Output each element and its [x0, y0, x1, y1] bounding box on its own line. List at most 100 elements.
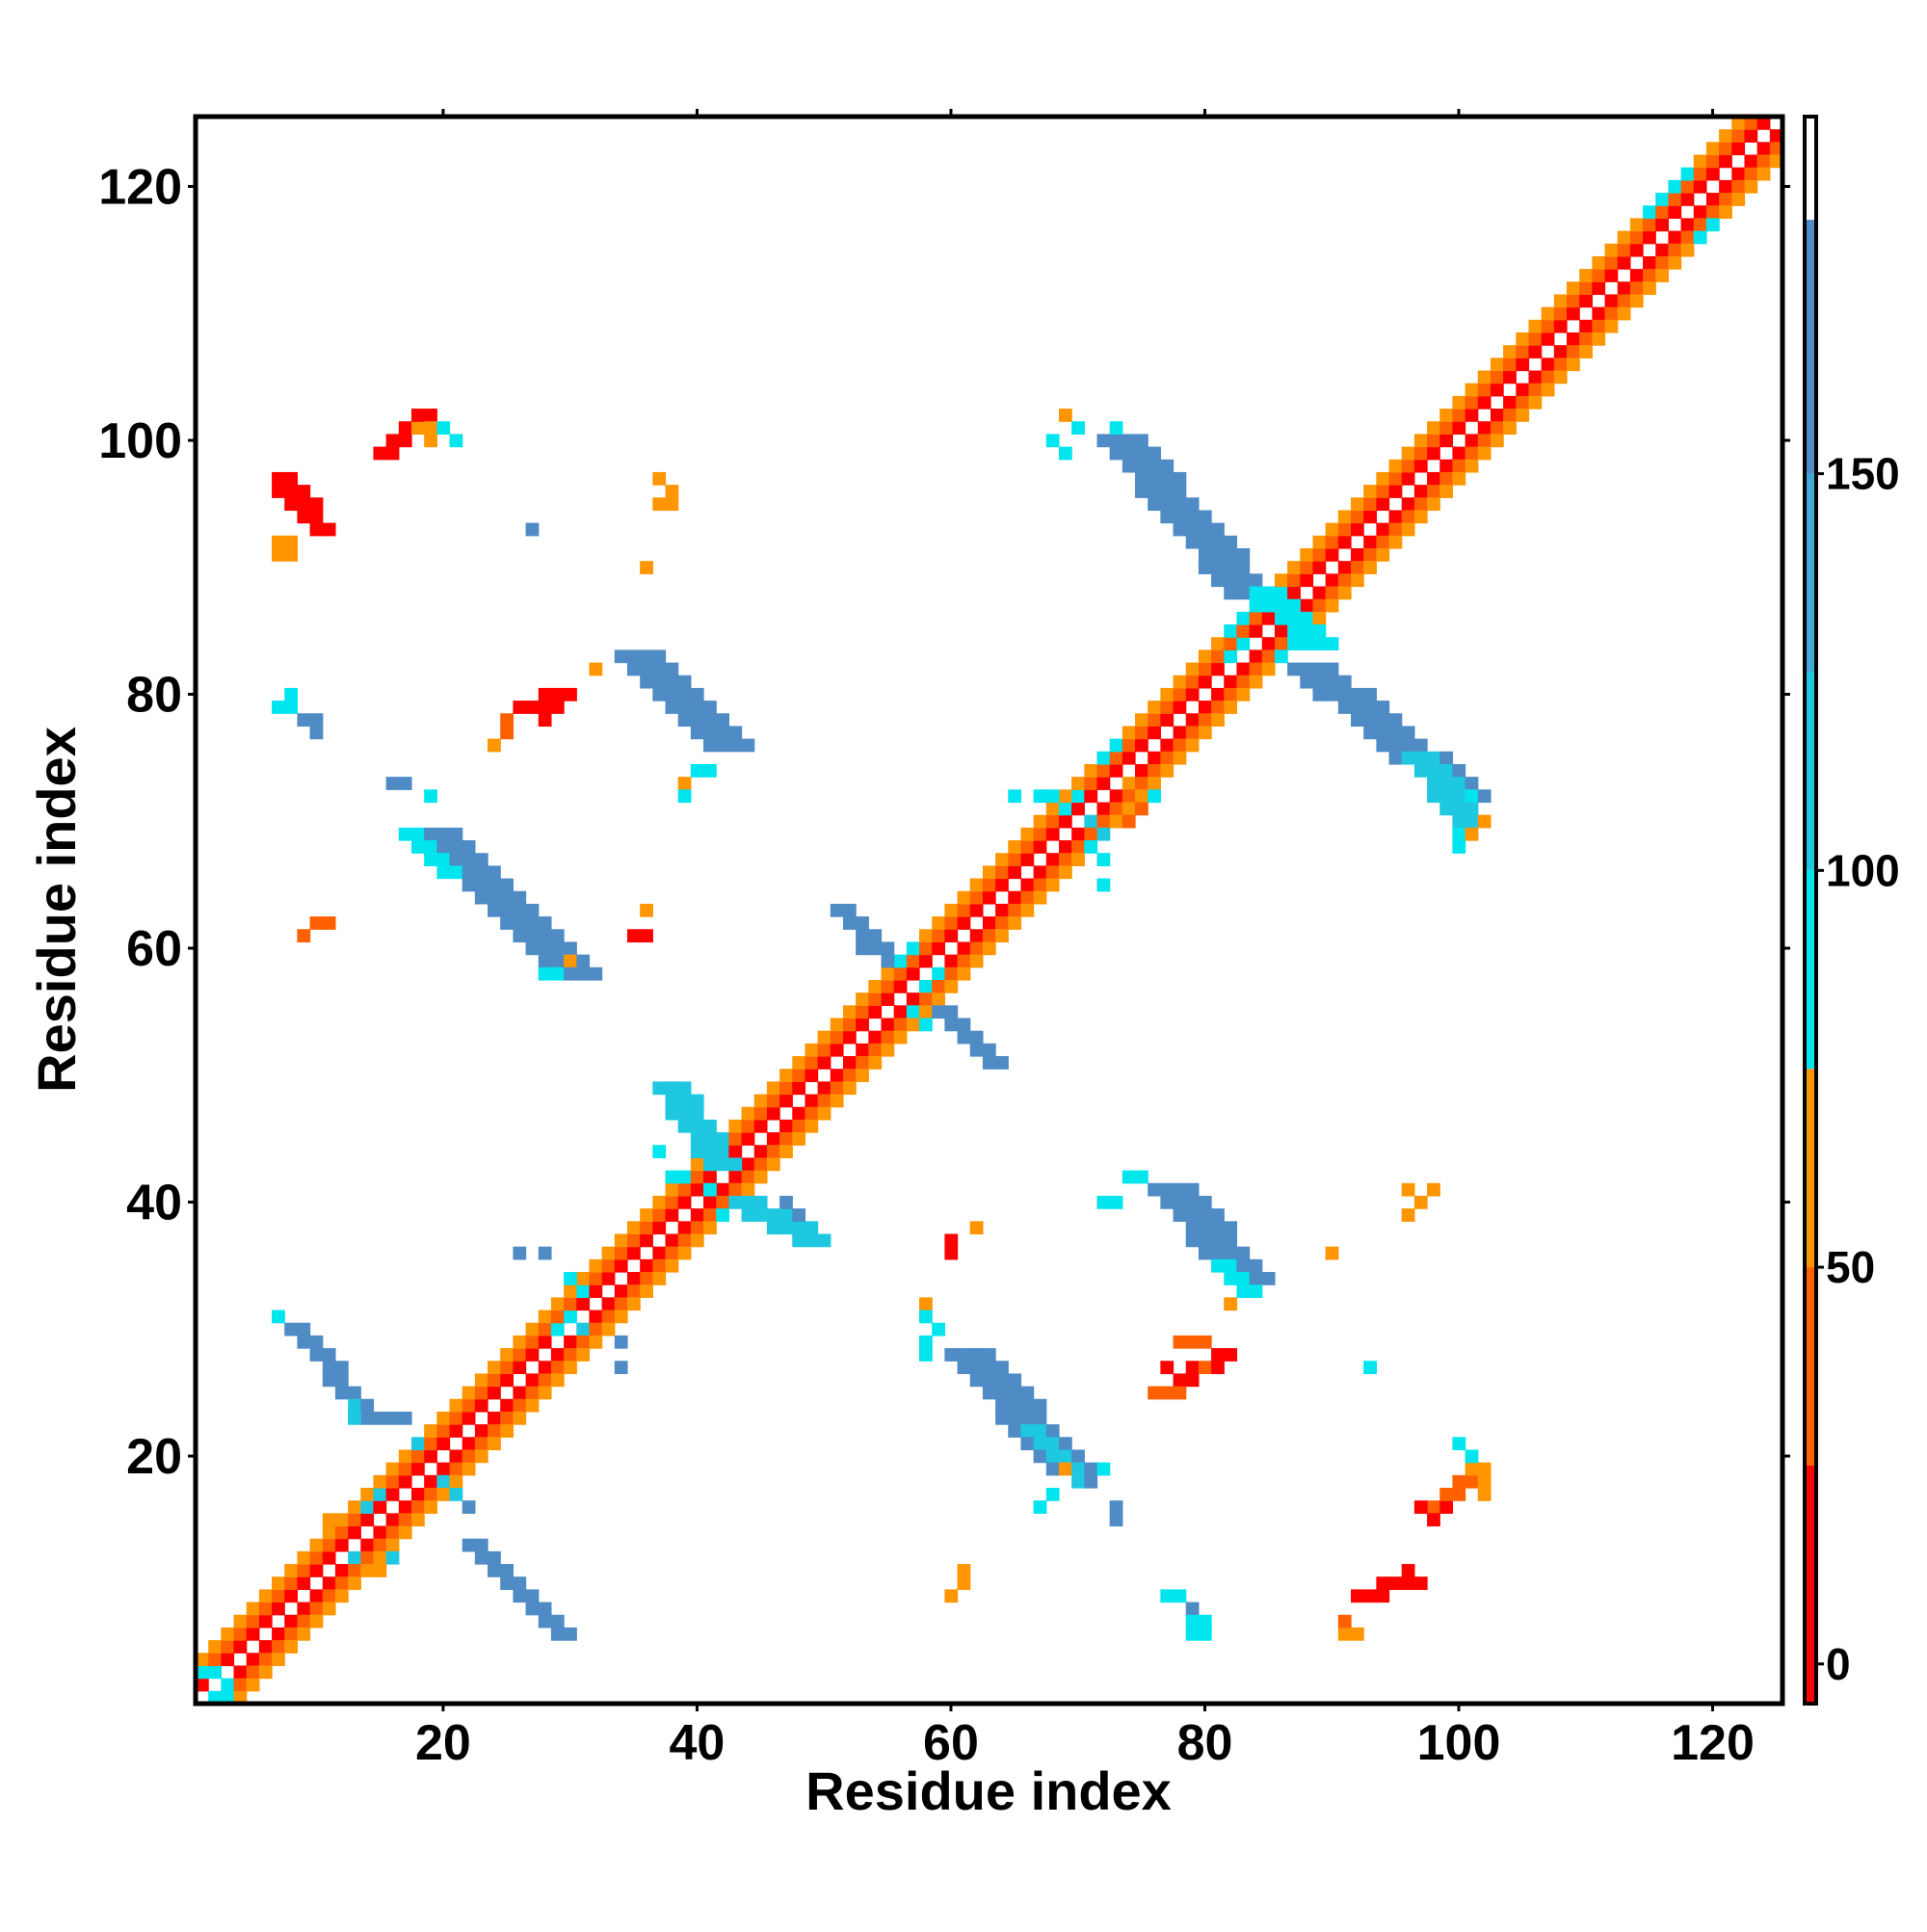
heatmap-cell [1249, 586, 1263, 600]
heatmap-cell [1020, 903, 1035, 917]
heatmap-cell [969, 1030, 984, 1045]
heatmap-cell [424, 1437, 437, 1451]
heatmap-cell [348, 1564, 361, 1577]
heatmap-cell [1452, 1437, 1466, 1451]
heatmap-cell [513, 890, 527, 905]
heatmap-cell [576, 1348, 591, 1362]
heatmap-cell [258, 1665, 273, 1680]
heatmap-cell [513, 1576, 527, 1591]
colorbar-band [1805, 220, 1816, 474]
y-tick-label: 60 [126, 921, 182, 977]
heatmap-cell [906, 941, 920, 956]
heatmap-cell [1567, 294, 1580, 308]
heatmap-cell [1096, 777, 1111, 790]
heatmap-cell [334, 1564, 349, 1577]
heatmap-cell [1655, 205, 1670, 220]
heatmap-cell [1198, 649, 1212, 664]
heatmap-cell [1541, 357, 1555, 372]
heatmap-cell [221, 1678, 235, 1692]
heatmap-cell [1477, 1474, 1491, 1489]
heatmap-cell [1020, 827, 1035, 841]
heatmap-cell [538, 954, 552, 968]
heatmap-cell [1249, 675, 1263, 689]
heatmap-cell [398, 1411, 412, 1425]
heatmap-cell [1579, 319, 1593, 333]
heatmap-cell [766, 1208, 780, 1222]
heatmap-cell [982, 1348, 996, 1362]
heatmap-cell [550, 1361, 565, 1375]
heatmap-cell [1211, 1361, 1225, 1375]
heatmap-cell [830, 903, 844, 917]
heatmap-cell [1148, 789, 1161, 804]
heatmap-cell [436, 1488, 451, 1501]
heatmap-cell [373, 1564, 387, 1577]
heatmap-cell [1160, 1361, 1175, 1375]
heatmap-cell [474, 1373, 488, 1388]
heatmap-cell [1045, 865, 1060, 880]
heatmap-cell [677, 1106, 692, 1121]
heatmap-cell [1465, 1462, 1479, 1476]
heatmap-cell [957, 1018, 971, 1032]
heatmap-cell [1096, 1462, 1111, 1476]
heatmap-cell [614, 1310, 628, 1324]
heatmap-cell [1122, 789, 1136, 804]
heatmap-cell [1312, 662, 1327, 676]
heatmap-cell [196, 1653, 209, 1667]
heatmap-cell [1312, 598, 1327, 613]
heatmap-cell [640, 1258, 653, 1273]
heatmap-cell [1553, 319, 1568, 333]
heatmap-cell [272, 547, 285, 562]
heatmap-cell [1211, 1348, 1225, 1362]
heatmap-cell [564, 941, 577, 956]
heatmap-cell [1325, 586, 1339, 600]
heatmap-cell [1173, 687, 1187, 701]
heatmap-cell [221, 1627, 235, 1641]
heatmap-cell [677, 1221, 692, 1235]
heatmap-cell [1388, 459, 1403, 473]
heatmap-cell [1033, 1437, 1047, 1451]
heatmap-cell [1465, 395, 1479, 410]
heatmap-cell [932, 992, 945, 1006]
heatmap-cell [856, 929, 869, 943]
heatmap-cell [1452, 777, 1466, 790]
heatmap-cell [1567, 331, 1580, 346]
heatmap-cell [449, 434, 463, 448]
heatmap-cell [1135, 713, 1148, 728]
heatmap-cell [1135, 802, 1148, 816]
heatmap-cell [1592, 319, 1606, 333]
heatmap-cell [589, 1284, 603, 1298]
heatmap-cell [525, 929, 540, 943]
heatmap-cell [322, 1538, 336, 1552]
heatmap-cell [1033, 1398, 1047, 1413]
heatmap-cell [995, 1361, 1009, 1375]
heatmap-cell [1173, 675, 1187, 689]
heatmap-cell [1477, 434, 1491, 448]
heatmap-cell [1363, 713, 1377, 728]
heatmap-cell [1452, 827, 1466, 841]
heatmap-cell [1249, 1258, 1263, 1273]
heatmap-cell [614, 1233, 628, 1248]
heatmap-cell [1096, 853, 1111, 866]
heatmap-cell [995, 1398, 1009, 1413]
heatmap-cell [550, 687, 565, 701]
heatmap-cell [1617, 255, 1631, 270]
heatmap-cell [830, 1094, 844, 1108]
heatmap-cell [893, 1005, 908, 1019]
heatmap-cell [462, 853, 476, 866]
heatmap-cell [1604, 243, 1619, 257]
heatmap-cell [272, 701, 285, 714]
heatmap-cell [297, 1335, 311, 1349]
heatmap-cell [919, 979, 933, 993]
heatmap-cell [1020, 1424, 1035, 1438]
heatmap-cell [957, 966, 971, 981]
heatmap-cell [525, 1398, 540, 1413]
heatmap-cell [1477, 370, 1491, 384]
heatmap-cell [385, 1411, 400, 1425]
heatmap-cell [906, 1005, 920, 1019]
heatmap-cell [1528, 383, 1543, 397]
heatmap-cell [1401, 522, 1415, 537]
heatmap-cell [1668, 179, 1682, 194]
heatmap-cell [626, 929, 641, 943]
heatmap-cell [1045, 878, 1060, 892]
heatmap-cell [601, 1322, 616, 1337]
